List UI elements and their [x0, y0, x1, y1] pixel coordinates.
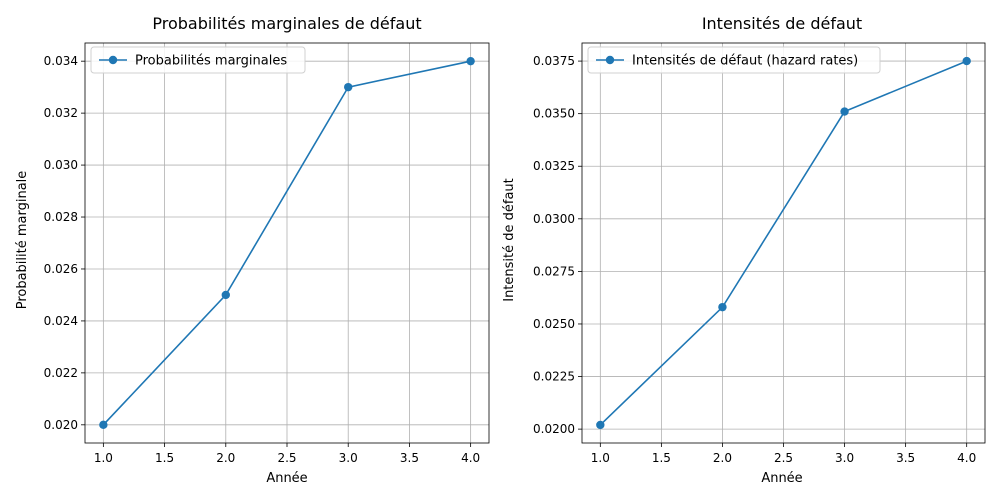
- x-axis-label: Année: [761, 471, 802, 486]
- y-tick-label: 0.0275: [533, 264, 575, 278]
- x-tick-label: 1.5: [652, 451, 671, 465]
- chart-title: Probabilités marginales de défaut: [152, 14, 421, 33]
- x-ticks: 1.0 1.5 2.0 2.5 3.0 3.5 4.0: [94, 443, 480, 465]
- y-tick-label: 0.0325: [533, 159, 575, 173]
- data-point: [962, 56, 971, 66]
- series-group: [596, 56, 971, 430]
- grid: [582, 43, 985, 443]
- data-point: [840, 107, 849, 116]
- chart-title: Intensités de défaut: [702, 14, 862, 33]
- x-ticks: 1.0 1.5 2.0 2.5 3.0 3.5 4.0: [591, 443, 976, 465]
- y-axis-label: Probabilité marginale: [15, 171, 30, 310]
- legend-marker: [108, 55, 118, 65]
- x-tick-label: 2.0: [216, 451, 235, 465]
- legend: Intensités de défaut (hazard rates): [587, 46, 881, 74]
- x-tick-label: 3.0: [339, 451, 358, 465]
- x-tick-label: 3.5: [400, 451, 419, 465]
- legend-label: Probabilités marginales: [135, 54, 287, 69]
- series-line: [102, 60, 471, 426]
- grid: [85, 43, 489, 443]
- x-tick-label: 2.5: [774, 451, 793, 465]
- data-point: [466, 56, 475, 66]
- legend-box: [587, 46, 881, 74]
- x-tick-label: 3.0: [835, 451, 854, 465]
- y-tick-label: 0.0200: [533, 422, 575, 436]
- y-tick-label: 0.020: [44, 418, 78, 432]
- y-tick-label: 0.034: [44, 54, 78, 68]
- y-axis-label: Intensité de défaut: [502, 178, 517, 302]
- series-line: [599, 60, 967, 426]
- x-tick-label: 2.5: [277, 451, 296, 465]
- x-tick-label: 4.0: [957, 451, 976, 465]
- y-tick-label: 0.028: [44, 210, 78, 224]
- x-tick-label: 1.0: [591, 451, 610, 465]
- y-ticks: 0.020 0.022 0.024 0.026 0.028 0.030 0.032 0.034: [44, 54, 85, 432]
- y-ticks: 0.0200 0.0225 0.0250 0.0275 0.0300 0.0325 0.03…: [533, 54, 582, 436]
- data-point: [344, 82, 353, 92]
- legend: Probabilités marginales: [90, 46, 306, 74]
- x-tick-label: 2.0: [713, 451, 732, 465]
- y-tick-label: 0.024: [44, 314, 78, 328]
- y-tick-label: 0.032: [44, 106, 78, 120]
- y-tick-label: 0.0350: [533, 107, 575, 121]
- chart-marginal-probabilities: Probabilités marginales de défaut Année …: [15, 14, 490, 486]
- x-tick-label: 4.0: [461, 451, 480, 465]
- series-group: [99, 56, 475, 430]
- chart-hazard-rates: Intensités de défaut Année Intensité de …: [502, 14, 986, 486]
- y-tick-label: 0.0375: [533, 54, 575, 68]
- y-tick-label: 0.0300: [533, 212, 575, 226]
- legend-box: [90, 46, 306, 74]
- data-point: [718, 302, 727, 312]
- x-axis-label: Année: [266, 471, 307, 486]
- x-tick-label: 3.5: [896, 451, 915, 465]
- x-tick-label: 1.0: [94, 451, 113, 465]
- y-tick-label: 0.030: [44, 158, 78, 172]
- x-tick-label: 1.5: [155, 451, 174, 465]
- data-point: [99, 420, 108, 430]
- y-tick-label: 0.0225: [533, 370, 575, 384]
- y-tick-label: 0.0250: [533, 317, 575, 331]
- legend-label: Intensités de défaut (hazard rates): [632, 54, 858, 69]
- legend-marker: [605, 55, 615, 65]
- y-tick-label: 0.026: [44, 262, 78, 276]
- y-tick-label: 0.022: [44, 366, 78, 380]
- data-point: [221, 290, 230, 300]
- data-point: [596, 420, 605, 430]
